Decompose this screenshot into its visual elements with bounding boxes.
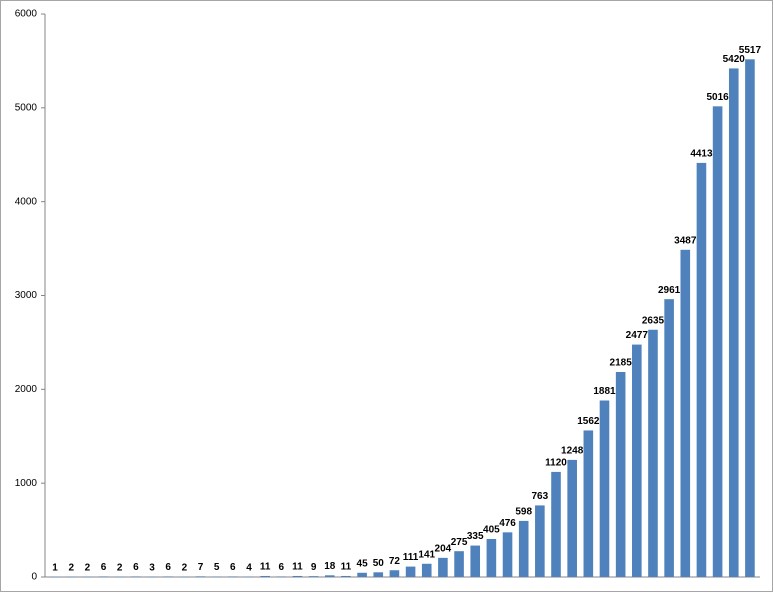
- bar: [373, 572, 384, 577]
- bar: [276, 576, 287, 577]
- bar: [98, 576, 109, 577]
- value-label: 2477: [626, 330, 649, 341]
- value-label: 2: [182, 562, 188, 573]
- bar: [114, 576, 125, 578]
- bar: [357, 572, 367, 577]
- y-tick-label: 0: [31, 572, 37, 583]
- bar: [696, 162, 707, 577]
- bar: [50, 576, 60, 578]
- value-label: 11: [260, 562, 271, 573]
- bar: [66, 576, 77, 578]
- bar: [324, 575, 335, 577]
- bar: [228, 576, 238, 577]
- value-label: 18: [324, 561, 336, 572]
- value-label: 4: [246, 562, 252, 573]
- value-label: 2: [117, 562, 123, 573]
- value-label: 5: [214, 562, 220, 573]
- value-label: 1881: [593, 386, 616, 397]
- value-label: 1562: [577, 416, 600, 427]
- value-label: 6: [133, 562, 139, 573]
- bar: [292, 575, 303, 577]
- bar: [405, 566, 416, 577]
- value-label: 50: [373, 558, 385, 569]
- bar: [211, 576, 222, 578]
- bar: [470, 545, 481, 577]
- bar: [454, 551, 464, 577]
- value-label: 476: [499, 518, 516, 529]
- value-label: 9: [311, 562, 317, 573]
- bar: [260, 575, 270, 577]
- value-label: 2961: [658, 285, 681, 296]
- value-label: 335: [467, 531, 484, 542]
- y-tick-label: 4000: [15, 196, 38, 207]
- value-label: 11: [341, 562, 352, 573]
- bar: [712, 106, 723, 577]
- bar: [728, 68, 739, 577]
- value-label: 6: [165, 562, 171, 573]
- bar: [583, 430, 594, 577]
- bar: [486, 538, 497, 577]
- value-label: 6: [230, 562, 236, 573]
- value-label: 3: [149, 562, 155, 573]
- bar: [82, 576, 93, 578]
- bar: [163, 576, 173, 577]
- value-label: 598: [515, 507, 532, 518]
- value-label: 763: [532, 491, 549, 502]
- value-label: 72: [389, 556, 401, 567]
- bar: [648, 329, 658, 577]
- bar: [567, 459, 577, 577]
- value-label: 4413: [690, 149, 713, 160]
- value-label: 11: [292, 562, 303, 573]
- bar: [195, 576, 206, 577]
- value-label: 2635: [642, 315, 665, 326]
- value-label: 7: [198, 562, 204, 573]
- bar: [535, 505, 545, 577]
- value-label: 45: [357, 558, 369, 569]
- bar: [131, 576, 141, 577]
- value-label: 2185: [610, 358, 633, 369]
- y-tick-label: 2000: [15, 384, 38, 395]
- value-label: 2: [68, 562, 74, 573]
- value-label: 111: [403, 552, 419, 563]
- bar: [147, 576, 157, 578]
- bar: [632, 344, 642, 577]
- bar: [389, 570, 400, 577]
- value-label: 5420: [723, 54, 746, 65]
- value-label: 275: [451, 537, 468, 548]
- bar: [680, 249, 691, 577]
- bar: [551, 471, 561, 577]
- bar: [438, 557, 448, 577]
- bar: [745, 59, 755, 578]
- y-tick-label: 5000: [15, 102, 38, 113]
- y-tick-label: 3000: [15, 290, 38, 301]
- bar: [421, 563, 432, 577]
- value-label: 3487: [674, 235, 697, 246]
- value-label: 405: [483, 525, 500, 536]
- y-tick-label: 1000: [15, 478, 38, 489]
- bar: [599, 400, 610, 577]
- bar: [518, 520, 529, 577]
- value-label: 1: [52, 563, 58, 574]
- value-label: 5016: [706, 92, 729, 103]
- value-label: 141: [418, 549, 435, 560]
- bar: [179, 576, 190, 578]
- bar: [615, 371, 626, 577]
- bar: [341, 575, 351, 577]
- value-label: 204: [435, 543, 452, 554]
- value-label: 6: [101, 562, 107, 573]
- bar: [664, 299, 674, 577]
- value-label: 1248: [561, 446, 584, 457]
- value-label: 1120: [545, 458, 567, 469]
- value-label: 6: [279, 562, 285, 573]
- value-label: 2: [85, 562, 91, 573]
- bar: [308, 576, 319, 577]
- y-tick-label: 6000: [15, 9, 38, 20]
- value-label: 5517: [739, 45, 762, 56]
- bar: [244, 576, 254, 578]
- bar: [502, 532, 513, 577]
